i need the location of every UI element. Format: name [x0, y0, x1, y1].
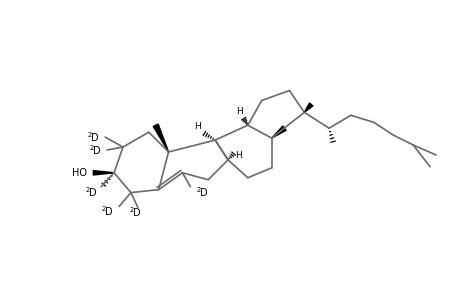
Text: $^2\!$D: $^2\!$D [101, 205, 113, 218]
Polygon shape [93, 171, 114, 175]
Polygon shape [271, 126, 285, 138]
Text: $^2\!$D: $^2\!$D [196, 185, 208, 199]
Text: $^2\!$D: $^2\!$D [89, 143, 101, 157]
Polygon shape [153, 124, 168, 152]
Text: H: H [236, 107, 243, 116]
Polygon shape [304, 103, 312, 112]
Text: HO: HO [72, 168, 87, 178]
Text: $^2\!$D: $^2\!$D [87, 130, 99, 144]
Text: $^2\!$D: $^2\!$D [129, 206, 140, 219]
Text: H: H [194, 122, 200, 131]
Text: $^2\!$D: $^2\!$D [85, 185, 97, 199]
Text: H: H [235, 152, 242, 160]
